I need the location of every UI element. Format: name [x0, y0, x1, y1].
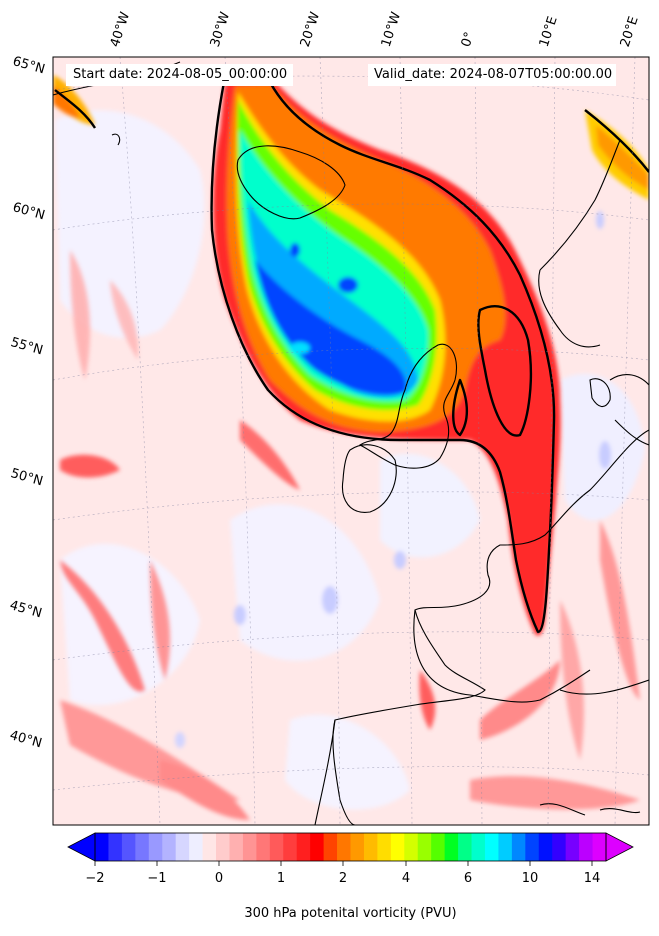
colorbar-frame: [94, 832, 607, 862]
britain-coast: [358, 343, 457, 469]
pv-field: [53, 57, 649, 825]
colorbar-cell: [95, 833, 109, 861]
colorbar-extend-max: [605, 832, 634, 862]
colorbar-cell: [390, 833, 405, 861]
colorbar-cell: [323, 833, 338, 861]
colorbar-tick-label: 2: [338, 871, 348, 886]
start-date-label: Start date: 2024-08-05_00:00:00: [66, 64, 294, 86]
colorbar-cell: [363, 833, 378, 861]
colorbar-ticks: [94, 861, 593, 866]
colorbar-cell: [471, 833, 486, 861]
colorbar-cell: [404, 833, 419, 861]
colorbar-cell: [283, 833, 298, 861]
colorbar-cell: [565, 833, 580, 861]
colorbar-cell: [202, 833, 217, 861]
colorbar-cell: [592, 833, 607, 861]
colorbar-cell: [121, 833, 136, 861]
colorbar-cell: [189, 833, 203, 861]
colorbar-cell: [444, 833, 459, 861]
graticule: [53, 57, 649, 825]
colorbar-cell: [229, 833, 244, 861]
map-frame: [52, 56, 650, 826]
colorbar-cell: [511, 833, 526, 861]
colorbar-cell: [484, 833, 499, 861]
north-africa-coast: [314, 719, 336, 825]
colorbar-title: 300 hPa potenital vorticity (PVU): [244, 906, 457, 921]
colorbar-cell: [498, 833, 513, 861]
colorbar-cell: [296, 833, 311, 861]
colorbar-cell: [256, 833, 271, 861]
colorbar-cell: [458, 833, 472, 861]
baltic-coast: [609, 374, 649, 446]
colorbar: [67, 832, 634, 866]
pv-streaks: [60, 250, 640, 820]
colorbar-cell: [310, 833, 325, 861]
colorbar-tick-label: 14: [583, 871, 601, 886]
iberia-coast: [413, 609, 591, 703]
colorbar-tick-label: −1: [147, 871, 167, 886]
iceland-coast: [236, 145, 346, 220]
colorbar-cell: [135, 833, 150, 861]
colorbar-cell: [108, 833, 123, 861]
colorbar-cell: [525, 833, 540, 861]
colorbar-cell: [148, 833, 163, 861]
colorbar-cell: [216, 833, 230, 861]
colorbar-tick-label: −2: [85, 871, 105, 886]
colorbar-tick-label: 4: [401, 871, 411, 886]
norway-coast: [538, 139, 621, 348]
mediterranean-coast: [539, 679, 649, 816]
colorbar-cell: [337, 833, 351, 861]
colorbar-tick-label: 0: [214, 871, 224, 886]
colorbar-tick-label: 1: [276, 871, 286, 886]
colorbar-cell: [538, 833, 553, 861]
ireland-coast: [341, 444, 397, 513]
colorbar-cell: [552, 833, 567, 861]
colorbar-cell: [242, 833, 257, 861]
pv-north-edges: [53, 75, 649, 200]
colorbar-cell: [350, 833, 365, 861]
colorbar-tick-label: 10: [521, 871, 539, 886]
colorbar-cell: [162, 833, 177, 861]
colorbar-tick-label: 6: [463, 871, 473, 886]
colorbar-cell: [579, 833, 593, 861]
colorbar-cell: [417, 833, 432, 861]
denmark-coast: [589, 378, 611, 408]
colorbar-cell: [377, 833, 392, 861]
colorbar-cell: [431, 833, 446, 861]
coastlines: [53, 61, 649, 825]
colorbar-cell: [175, 833, 190, 861]
colorbar-extend-min: [67, 832, 96, 862]
colorbar-cell: [269, 833, 284, 861]
colorbar-cells: [95, 833, 607, 861]
valid-date-label: Valid_date: 2024-08-07T05:00:00.00: [368, 64, 617, 86]
